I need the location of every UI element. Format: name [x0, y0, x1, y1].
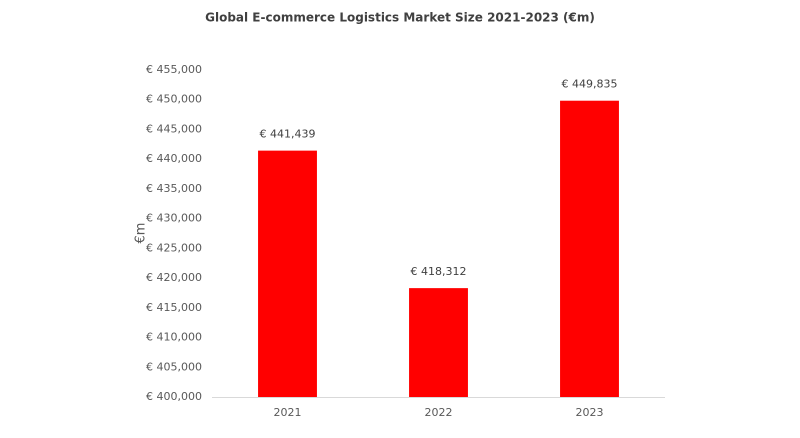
- chart-title: Global E-commerce Logistics Market Size …: [205, 11, 595, 25]
- x-tick-label: 2021: [274, 406, 302, 419]
- x-tick-label: 2023: [576, 406, 604, 419]
- y-tick-label: € 410,000: [146, 331, 202, 344]
- value-label: € 449,835: [562, 78, 618, 91]
- value-label: € 418,312: [411, 265, 467, 278]
- y-tick-label: € 415,000: [146, 301, 202, 314]
- y-tick-label: € 440,000: [146, 152, 202, 165]
- bar: [560, 100, 619, 397]
- bar: [409, 288, 468, 397]
- y-tick-label: € 445,000: [146, 122, 202, 135]
- y-tick-label: € 435,000: [146, 182, 202, 195]
- y-axis-label: €m: [134, 223, 149, 244]
- y-tick-label: € 455,000: [146, 63, 202, 76]
- value-label: € 441,439: [260, 128, 316, 141]
- y-tick-label: € 425,000: [146, 241, 202, 254]
- y-tick-label: € 405,000: [146, 360, 202, 373]
- y-tick-label: € 430,000: [146, 212, 202, 225]
- y-tick-label: € 450,000: [146, 93, 202, 106]
- x-tick-label: 2022: [425, 406, 453, 419]
- y-tick-label: € 420,000: [146, 271, 202, 284]
- bar: [258, 150, 317, 397]
- y-tick-label: € 400,000: [146, 390, 202, 403]
